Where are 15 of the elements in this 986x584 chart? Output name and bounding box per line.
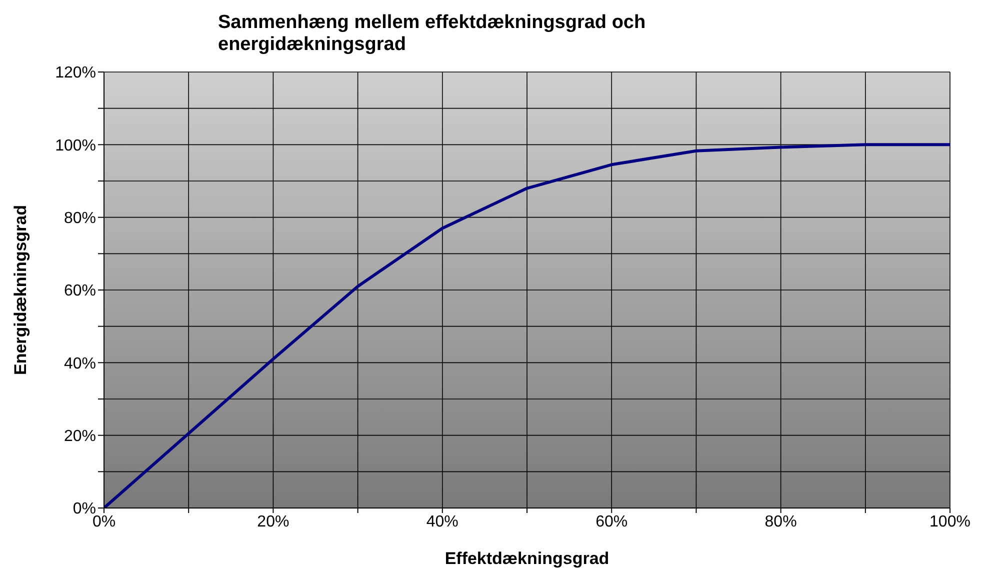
x-tick-label: 20%	[257, 513, 290, 530]
x-tick-label: 80%	[764, 513, 797, 530]
y-tick-label: 120%	[55, 64, 96, 82]
y-tick-label: 40%	[64, 355, 96, 372]
y-tick-label: 80%	[64, 210, 96, 228]
y-tick-label: 100%	[55, 137, 96, 154]
x-tick-label: 60%	[596, 513, 628, 530]
x-tick-label: 0%	[92, 513, 116, 530]
y-tick-label: 20%	[64, 428, 96, 446]
x-tick-label: 100%	[930, 513, 970, 530]
x-axis-title: Effektdækningsgrad	[444, 549, 610, 568]
y-axis-title: Energidækningsgrad	[11, 204, 30, 376]
y-tick-label: 60%	[64, 282, 96, 300]
x-tick-label: 40%	[426, 513, 458, 530]
chart-title: Sammenhæng mellem effektdækningsgrad och energidækningsgrad	[218, 12, 647, 56]
